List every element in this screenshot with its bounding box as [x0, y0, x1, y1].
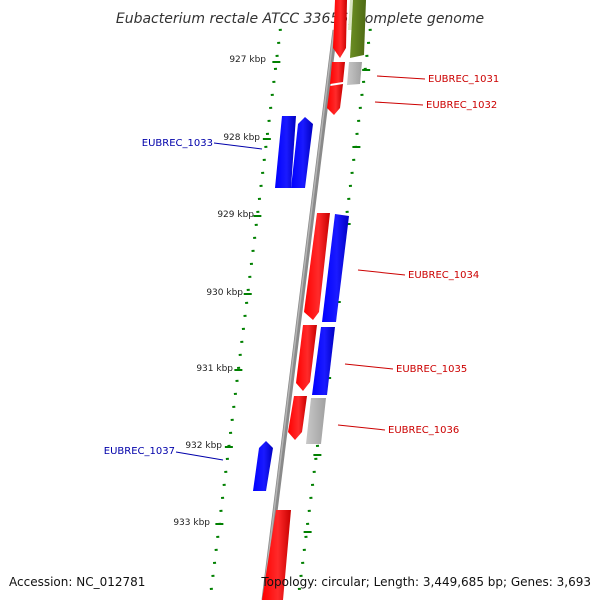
scale-label: 930 kbp: [206, 288, 243, 298]
scale-labels: 927 kbp 928 kbp 929 kbp 930 kbp 931 kbp …: [173, 55, 266, 528]
gene-arrow-forward: [327, 84, 343, 115]
scale-label: 929 kbp: [217, 210, 254, 220]
gene-arrow-reverse: [312, 327, 335, 395]
backbone-highlight: [262, 29, 335, 600]
accession-text: Accession: NC_012781: [9, 575, 145, 589]
leader-line: [376, 75, 426, 80]
gene-features: [253, 0, 366, 600]
gene-arrow-forward: [304, 213, 330, 320]
gene-arrow-forward: [288, 396, 307, 440]
gene-label-eubrec-1033: EUBREC_1033: [142, 138, 213, 149]
leader-line: [344, 363, 394, 370]
gene-arrow-forward: [333, 0, 347, 58]
rna-feature: [350, 0, 366, 58]
leader-line: [337, 424, 386, 431]
leader-line: [374, 101, 424, 106]
map-title: Eubacterium rectale ATCC 33656, complete…: [116, 11, 484, 27]
gene-arrow-reverse: [253, 441, 273, 491]
pseudogene-feature: [347, 62, 362, 85]
gene-arrow-forward: [330, 62, 345, 84]
gene-arrow-reverse: [291, 117, 313, 188]
leader-line: [357, 269, 406, 276]
gene-label-eubrec-1032: EUBREC_1032: [426, 100, 497, 111]
gene-arrow-forward: [262, 510, 291, 600]
pseudogene-feature: [306, 398, 326, 444]
scale-label: 927 kbp: [229, 55, 266, 65]
tick-marks: [209, 28, 372, 590]
gene-label-eubrec-1034: EUBREC_1034: [408, 270, 479, 281]
gene-label-eubrec-1031: EUBREC_1031: [428, 74, 499, 85]
gene-arrow-reverse: [275, 116, 296, 188]
gene-label-eubrec-1037: EUBREC_1037: [104, 446, 175, 457]
genome-backbone: [261, 29, 338, 600]
scale-label: 933 kbp: [173, 518, 210, 528]
scale-label: 931 kbp: [196, 364, 233, 374]
leader-line: [175, 451, 224, 461]
leader-line: [213, 142, 263, 150]
topology-text: Topology: circular; Length: 3,449,685 bp…: [260, 575, 591, 589]
gene-arrow-forward: [296, 325, 317, 391]
scale-label: 928 kbp: [223, 133, 260, 143]
gene-arrow-reverse: [322, 214, 349, 322]
scale-label: 932 kbp: [185, 441, 222, 451]
gene-label-eubrec-1035: EUBREC_1035: [396, 364, 467, 375]
gene-labels: EUBREC_1031 EUBREC_1032 EUBREC_1033 EUBR…: [104, 74, 499, 461]
gene-label-eubrec-1036: EUBREC_1036: [388, 425, 459, 436]
